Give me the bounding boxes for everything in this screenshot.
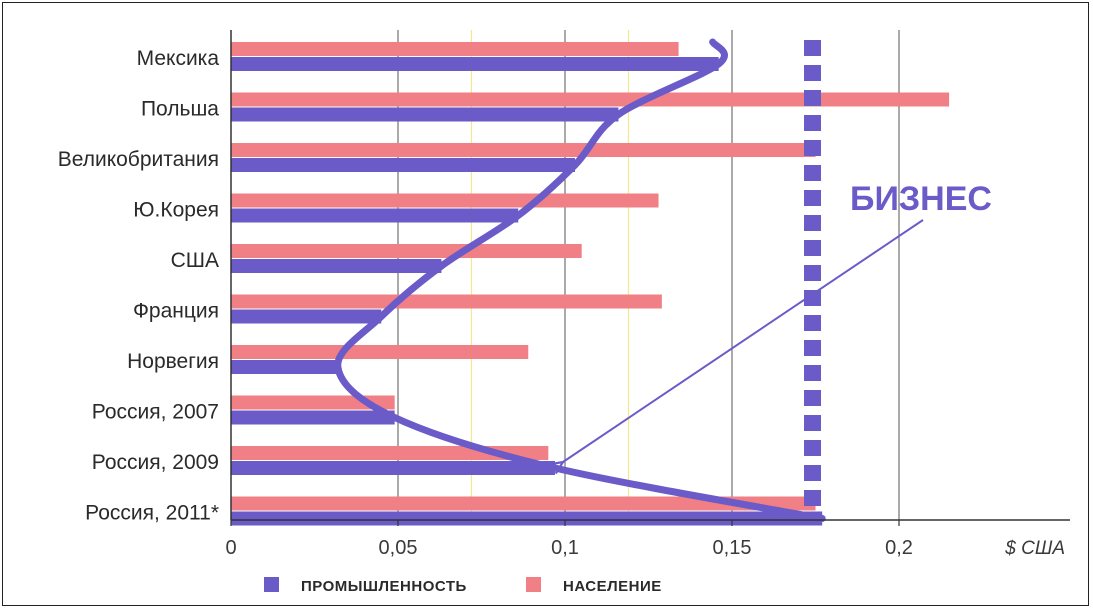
x-axis-unit: $ США xyxy=(1004,538,1065,559)
legend-swatch xyxy=(526,577,541,592)
bar-population xyxy=(231,42,679,56)
category-label: Россия, 2009 xyxy=(92,451,219,474)
category-label: Польша xyxy=(141,98,219,121)
bars xyxy=(231,42,950,526)
x-tick-label: 0,15 xyxy=(713,537,752,559)
bar-industry xyxy=(231,208,519,223)
annotation-label: БИЗНЕС xyxy=(850,180,992,218)
x-axis: 0 0,05 0,1 0,15 0,2 $ США xyxy=(225,30,1070,559)
bar-population xyxy=(231,496,816,511)
legend: ПРОМЫШЛЕННОСТЬ НАСЕЛЕНИЕ xyxy=(264,577,662,595)
bar-industry xyxy=(231,410,395,425)
bar-industry xyxy=(231,259,442,273)
category-label: Россия, 2007 xyxy=(92,401,219,424)
category-label: Мексика xyxy=(137,47,220,70)
category-labels: Мексика Польша Великобритания Ю.Корея США Фра… xyxy=(58,47,220,525)
category-label: Ю.Корея xyxy=(133,199,219,222)
x-tick-label: 0,1 xyxy=(551,537,579,559)
bar-industry xyxy=(231,107,619,122)
trend-curve xyxy=(334,38,826,522)
bar-industry xyxy=(231,360,338,374)
legend-label: ПРОМЫШЛЕННОСТЬ xyxy=(301,578,467,595)
bar-population xyxy=(231,345,529,359)
category-label: Россия, 2011* xyxy=(85,502,219,525)
category-label: Франция xyxy=(133,300,219,323)
x-tick-label: 0 xyxy=(225,537,236,559)
x-tick-label: 0,2 xyxy=(885,537,913,559)
bar-population xyxy=(231,244,582,258)
bar-industry xyxy=(231,57,719,71)
bar-population xyxy=(231,193,659,208)
bar-population xyxy=(231,446,549,460)
bar-industry xyxy=(231,158,576,172)
category-label: Норвегия xyxy=(127,350,219,373)
category-label: США xyxy=(171,249,219,272)
bar-population xyxy=(231,143,816,157)
bar-industry xyxy=(231,511,823,526)
bar-population xyxy=(231,294,662,309)
bar-industry xyxy=(231,309,382,324)
legend-label: НАСЕЛЕНИЕ xyxy=(563,578,662,595)
annotation: БИЗНЕС xyxy=(563,180,992,462)
bar-population xyxy=(231,92,950,107)
annotation-arrow xyxy=(563,219,924,462)
trend-curve-path xyxy=(334,38,826,522)
category-label: Великобритания xyxy=(58,148,219,171)
bar-industry xyxy=(231,461,555,475)
legend-swatch xyxy=(264,577,279,592)
x-tick-label: 0,05 xyxy=(379,537,418,559)
bar-population xyxy=(231,395,395,410)
